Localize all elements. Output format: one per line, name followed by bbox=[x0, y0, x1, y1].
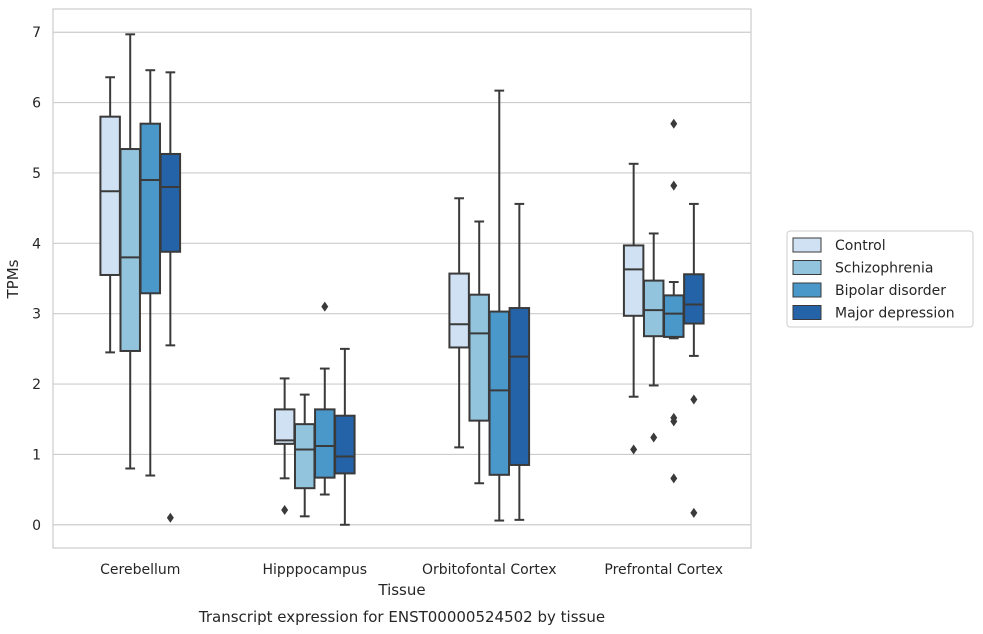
box-body bbox=[314, 408, 336, 479]
box-1-1 bbox=[99, 76, 121, 354]
box-2-3 bbox=[468, 220, 490, 485]
x-axis-label: Tissue bbox=[377, 581, 425, 599]
legend-swatch-2 bbox=[792, 260, 822, 275]
box-body bbox=[119, 148, 141, 352]
y-axis-ticks: 0 1 2 3 4 5 6 7 bbox=[32, 25, 41, 534]
box-3-3 bbox=[488, 89, 511, 522]
legend-frame bbox=[786, 230, 974, 328]
legend-swatch-1 bbox=[792, 237, 822, 253]
box-2-4 bbox=[642, 232, 665, 443]
box-body bbox=[99, 115, 121, 276]
legend-swatch-4 bbox=[792, 305, 822, 320]
box-body bbox=[683, 273, 705, 325]
box-body bbox=[293, 423, 316, 490]
legend: Control Schizophrenia Bipolar disorder Majo… bbox=[786, 230, 974, 328]
box-body bbox=[622, 244, 645, 317]
x-tick-label-3: Orbitofontal Cortex bbox=[422, 562, 557, 578]
outlier-5 bbox=[670, 473, 678, 484]
box-series bbox=[99, 33, 705, 526]
box-4-2 bbox=[334, 347, 356, 526]
y-tick-label-6: 6 bbox=[32, 96, 41, 112]
outlier-1 bbox=[281, 505, 289, 516]
outlier-1 bbox=[650, 432, 658, 443]
box-body bbox=[334, 414, 356, 475]
box-4-3 bbox=[508, 202, 531, 521]
box-1-4 bbox=[622, 162, 645, 455]
box-2-1 bbox=[119, 33, 141, 470]
box-body bbox=[508, 307, 531, 466]
x-tick-label-2: Hipppocampus bbox=[262, 562, 367, 578]
legend-label-3: Bipolar disorder bbox=[835, 283, 946, 299]
outlier-4 bbox=[670, 416, 678, 427]
outlier-2 bbox=[670, 180, 678, 191]
plot-frame bbox=[52, 8, 752, 549]
outlier-1 bbox=[321, 301, 329, 312]
box-4-1 bbox=[159, 71, 182, 523]
y-tick-label-1: 1 bbox=[32, 447, 41, 463]
y-tick-label-4: 4 bbox=[32, 236, 41, 252]
box-body bbox=[488, 310, 511, 476]
box-body bbox=[663, 294, 685, 338]
box-4-4 bbox=[683, 202, 705, 518]
box-body bbox=[448, 272, 470, 349]
y-tick-label-0: 0 bbox=[32, 518, 41, 534]
y-tick-label-2: 2 bbox=[32, 377, 41, 393]
box-body bbox=[468, 293, 490, 422]
x-tick-label-1: Cerebellum bbox=[100, 562, 180, 578]
y-tick-label-3: 3 bbox=[32, 307, 41, 323]
legend-swatch-3 bbox=[792, 282, 822, 298]
box-body bbox=[159, 152, 182, 253]
box-3-2 bbox=[314, 301, 336, 496]
outlier-2 bbox=[690, 507, 698, 518]
box-body bbox=[139, 122, 162, 295]
y-axis-label: TPMs bbox=[4, 259, 22, 299]
outlier-1 bbox=[630, 444, 638, 455]
box-body bbox=[642, 279, 665, 338]
box-3-1 bbox=[139, 69, 162, 477]
legend-label-2: Schizophrenia bbox=[835, 261, 933, 277]
y-tick-label-7: 7 bbox=[32, 25, 41, 41]
box-1-2 bbox=[273, 377, 296, 516]
grid-lines bbox=[53, 31, 751, 526]
outlier-1 bbox=[670, 118, 678, 129]
chart-caption: Transcript expression for ENST0000052450… bbox=[198, 608, 605, 626]
box-body bbox=[273, 408, 296, 445]
x-axis-ticks: Cerebellum Hipppocampus Orbitofontal Corte… bbox=[100, 562, 723, 578]
outlier-1 bbox=[166, 512, 174, 523]
x-tick-label-4: Prefrontal Cortex bbox=[604, 562, 723, 578]
legend-label-1: Control bbox=[835, 238, 886, 254]
y-tick-label-5: 5 bbox=[32, 166, 41, 182]
outlier-1 bbox=[690, 394, 698, 405]
legend-label-4: Major depression bbox=[835, 306, 955, 322]
